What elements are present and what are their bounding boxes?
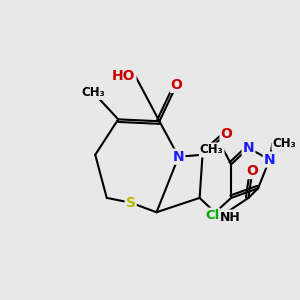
Text: CH₃: CH₃ — [82, 86, 105, 99]
Text: HO: HO — [112, 69, 136, 83]
Text: CH₃: CH₃ — [200, 143, 224, 157]
Text: CH₃: CH₃ — [272, 137, 296, 150]
Text: S: S — [126, 196, 136, 210]
Text: N: N — [264, 153, 275, 166]
Text: O: O — [220, 127, 232, 141]
Text: NH: NH — [220, 211, 241, 224]
Text: O: O — [246, 164, 258, 178]
Text: N: N — [173, 150, 184, 164]
Text: N: N — [243, 141, 254, 155]
Text: O: O — [171, 78, 183, 92]
Text: Cl: Cl — [205, 208, 219, 222]
